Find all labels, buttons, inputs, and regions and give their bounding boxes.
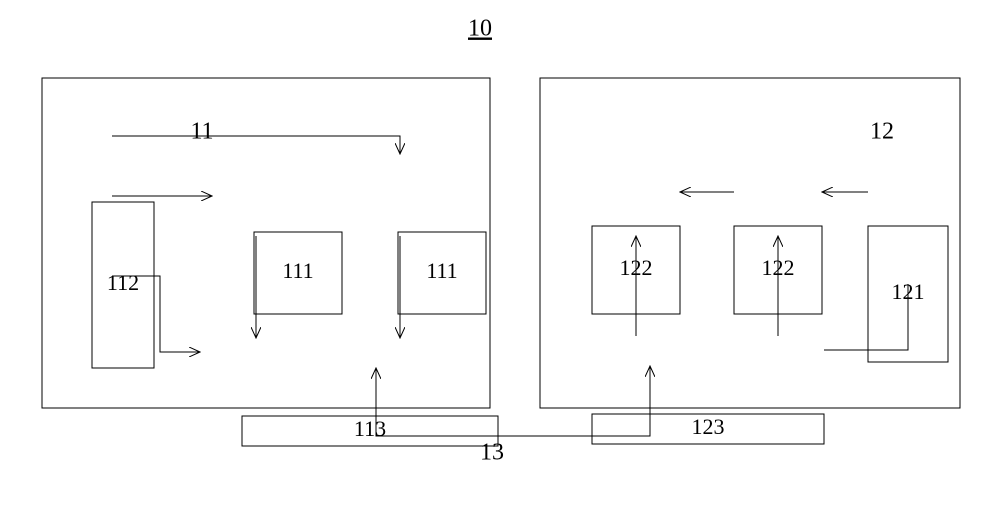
block-diagram: 10111211211111111312212212112313 <box>0 0 1000 511</box>
node-n111a-label: 111 <box>282 258 313 283</box>
node-n113-label: 113 <box>354 416 386 441</box>
group-12-label: 12 <box>870 119 894 145</box>
connector-13-label: 13 <box>480 440 504 466</box>
node-n123-label: 123 <box>692 414 725 439</box>
node-n111b-label: 111 <box>426 258 457 283</box>
diagram-title: 10 <box>468 16 492 42</box>
group-11-label: 11 <box>190 119 213 145</box>
node-n112-label: 112 <box>107 270 139 295</box>
